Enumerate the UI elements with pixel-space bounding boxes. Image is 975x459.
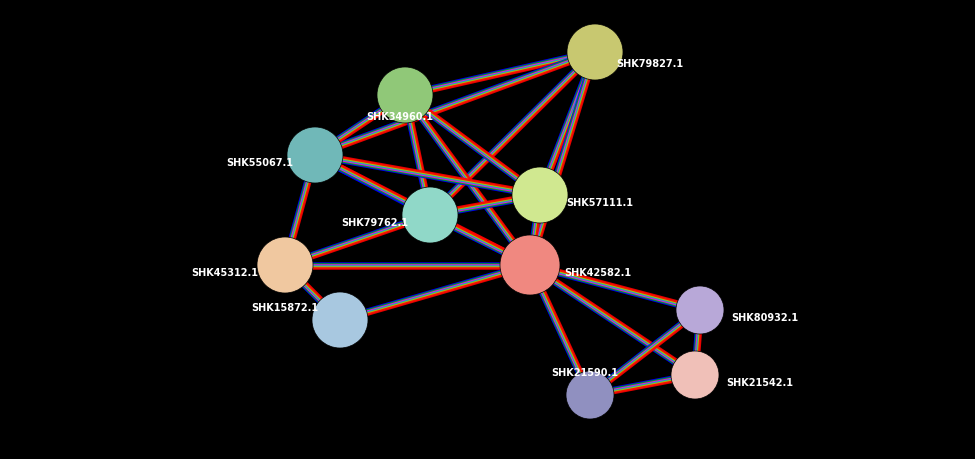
Text: SHK42582.1: SHK42582.1	[565, 268, 632, 278]
Circle shape	[287, 127, 343, 183]
Circle shape	[512, 167, 568, 223]
Text: SHK34960.1: SHK34960.1	[367, 112, 434, 122]
Text: SHK79827.1: SHK79827.1	[616, 59, 683, 69]
Circle shape	[312, 292, 368, 348]
Circle shape	[566, 371, 614, 419]
Circle shape	[676, 286, 724, 334]
Circle shape	[671, 351, 719, 399]
Text: SHK80932.1: SHK80932.1	[731, 313, 799, 323]
Circle shape	[257, 237, 313, 293]
Text: SHK21542.1: SHK21542.1	[726, 378, 794, 388]
Circle shape	[402, 187, 458, 243]
Text: SHK15872.1: SHK15872.1	[252, 303, 319, 313]
Text: SHK55067.1: SHK55067.1	[226, 158, 293, 168]
Text: SHK57111.1: SHK57111.1	[566, 198, 634, 208]
Circle shape	[567, 24, 623, 80]
Circle shape	[500, 235, 560, 295]
Circle shape	[377, 67, 433, 123]
Text: SHK45312.1: SHK45312.1	[191, 268, 258, 278]
Text: SHK21590.1: SHK21590.1	[552, 368, 618, 378]
Text: SHK79762.1: SHK79762.1	[341, 218, 409, 228]
